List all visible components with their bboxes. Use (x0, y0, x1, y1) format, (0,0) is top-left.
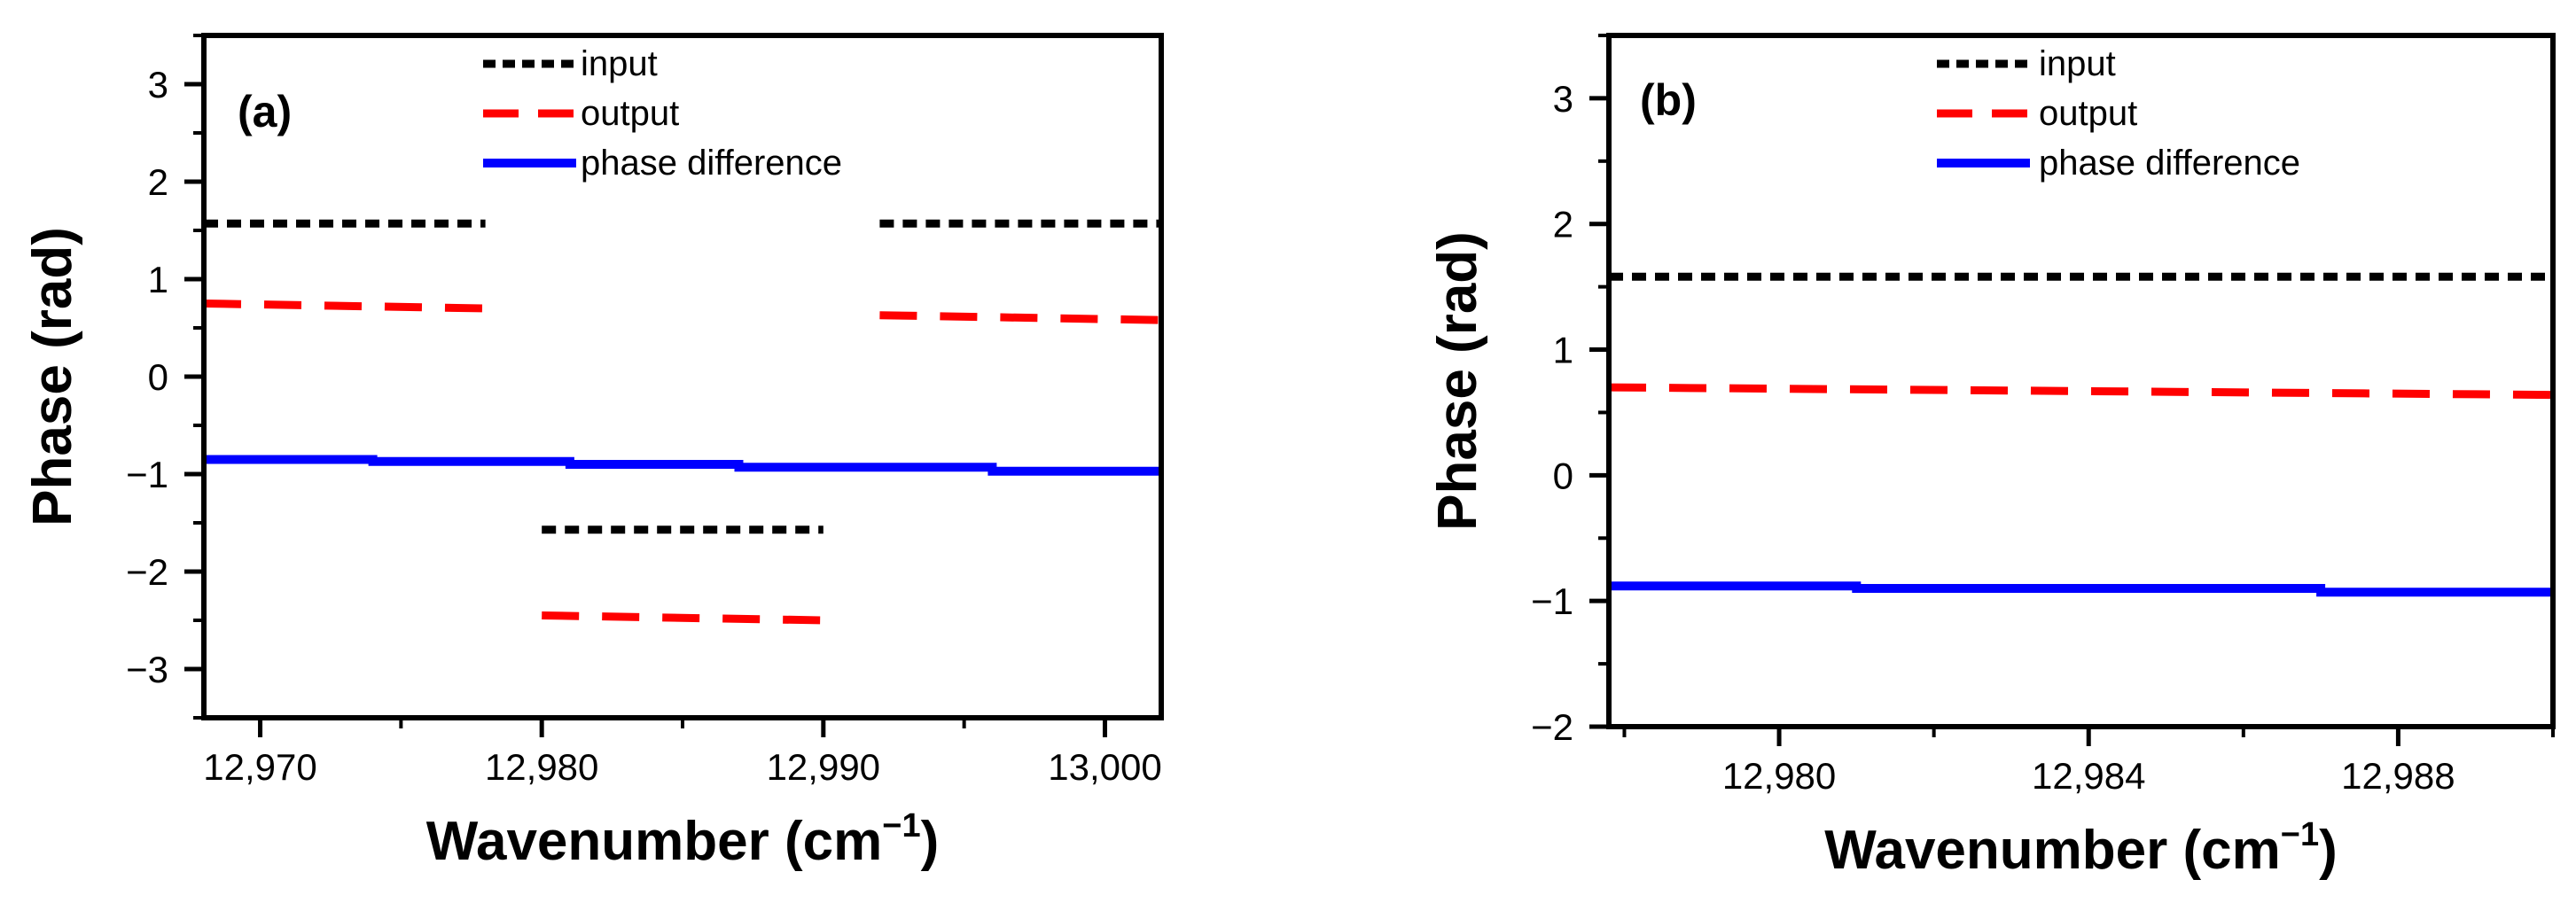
y-tick-label: 1 (1553, 330, 1573, 371)
panel-label: (b) (1640, 75, 1697, 125)
y-tick-label: −3 (126, 649, 168, 690)
x-tick-label: 12,970 (203, 746, 316, 788)
y-tick-label: 2 (1553, 204, 1573, 245)
legend-label: phase difference (581, 144, 842, 183)
series-line-output (879, 311, 1162, 324)
y-axis-label: Phase (rad) (1427, 231, 1488, 531)
y-tick-label: 3 (1553, 78, 1573, 120)
panel-b: 3 2 1 0 −1 −2 12,980 12,984 12,988 Phase (rad) Wav… (1427, 33, 2556, 881)
x-tick-label: 12,990 (767, 746, 880, 788)
legend-label: phase difference (2039, 144, 2300, 183)
x-tick-label: 12,980 (1722, 755, 1836, 797)
x-axis-label: Wavenumber (cm−1) (1824, 816, 2337, 881)
y-tick-label: −1 (126, 454, 168, 495)
x-tick-label: 12,980 (485, 746, 598, 788)
y-tick-label: −1 (1531, 580, 1573, 622)
panel-label: (a) (238, 87, 292, 136)
x-tick-label: 12,984 (2032, 755, 2145, 797)
panel-a: 3 2 1 0 −1 −2 −3 12,970 12,980 12,990 13,000 Phase … (22, 33, 1164, 872)
plot-frame (1606, 33, 2556, 729)
y-tick-label: −2 (126, 551, 168, 593)
legend-label: input (581, 44, 658, 83)
y-tick-label: 0 (1553, 455, 1573, 496)
series-line-output (542, 611, 824, 625)
y-tick-label: 3 (148, 64, 168, 105)
series-line-phase-difference (204, 455, 1161, 476)
series-line-output (1608, 383, 2554, 400)
y-tick-label: 1 (148, 259, 168, 300)
legend-label: output (581, 94, 679, 133)
y-tick-label: 2 (148, 161, 168, 203)
y-tick-label: −2 (1531, 706, 1573, 748)
series-line-phase-difference (1609, 581, 2553, 597)
y-tick-label: 0 (148, 356, 168, 398)
series-line-output (203, 300, 486, 313)
y-axis-label: Phase (rad) (22, 227, 83, 526)
legend-label: output (2039, 94, 2137, 133)
x-tick-label: 12,988 (2341, 755, 2455, 797)
x-tick-label: 13,000 (1048, 746, 1161, 788)
x-axis-label: Wavenumber (cm−1) (426, 807, 939, 872)
legend-label: input (2039, 44, 2116, 83)
